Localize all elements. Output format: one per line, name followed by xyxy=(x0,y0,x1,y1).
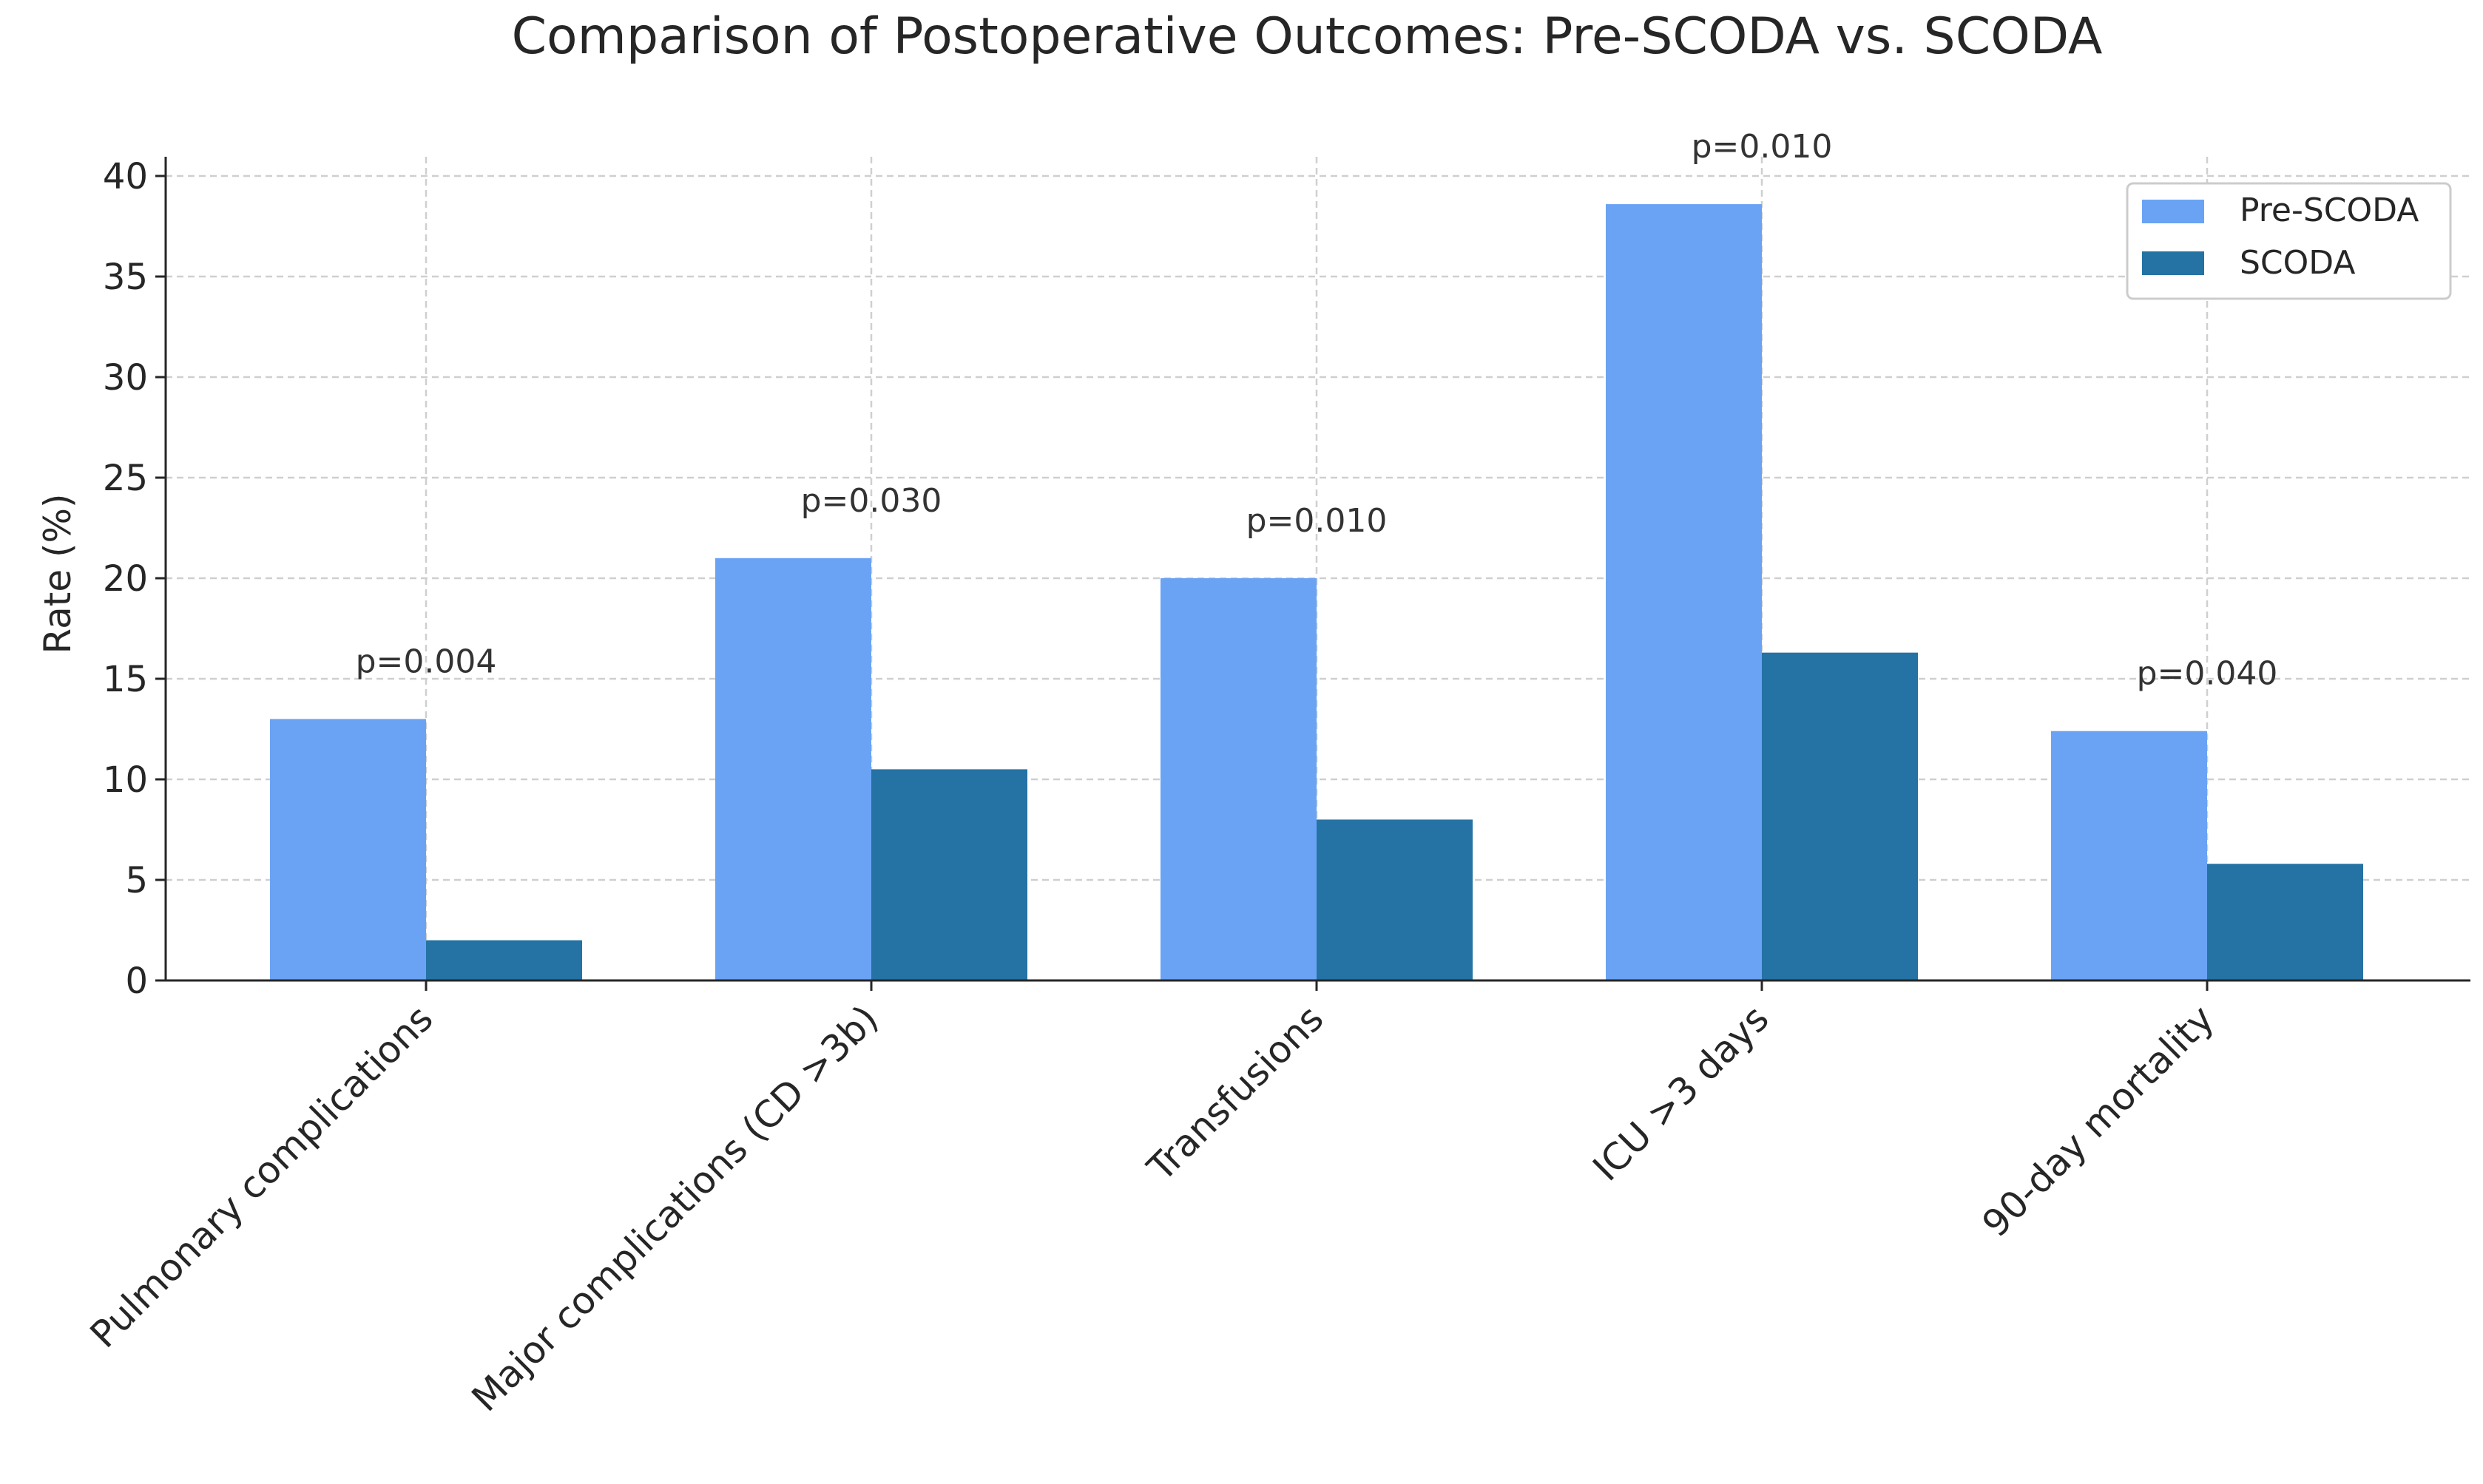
bar-pre-scoda xyxy=(715,558,871,980)
p-value-label: p=0.030 xyxy=(801,482,942,520)
bar-scoda xyxy=(426,940,582,980)
chart-title: Comparison of Postoperative Outcomes: Pr… xyxy=(512,7,2103,66)
x-tick-label: Major complications (CD >3b) xyxy=(464,997,887,1420)
legend-label-pre-scoda: Pre-SCODA xyxy=(2240,192,2419,229)
y-tick-label: 0 xyxy=(125,960,148,1002)
x-tick-label: Transfusions xyxy=(1139,997,1332,1190)
y-tick-label: 25 xyxy=(103,458,148,499)
bar-pre-scoda xyxy=(1161,578,1317,980)
p-value-label: p=0.010 xyxy=(1692,128,1833,166)
bar-pre-scoda xyxy=(270,719,426,980)
p-value-label: p=0.004 xyxy=(356,643,497,680)
y-tick-label: 30 xyxy=(103,357,148,399)
axes xyxy=(164,157,2470,982)
y-axis-ticks: 0 5 10 15 20 25 30 35 40 xyxy=(103,156,166,1002)
legend-swatch-pre-scoda xyxy=(2142,200,2204,223)
x-tick-label: Pulmonary complications xyxy=(82,997,442,1356)
x-tick-label: ICU >3 days xyxy=(1584,997,1777,1189)
legend-frame xyxy=(2126,182,2452,300)
y-tick-label: 20 xyxy=(103,558,148,600)
bar-pre-scoda xyxy=(2051,731,2207,980)
legend: Pre-SCODA SCODA xyxy=(2126,182,2452,300)
p-value-label: p=0.010 xyxy=(1246,502,1388,540)
p-value-label: p=0.040 xyxy=(2137,655,2278,693)
y-tick-label: 15 xyxy=(103,659,148,700)
p-value-annotations: p=0.004 p=0.030 p=0.010 p=0.010 p=0.040 xyxy=(356,128,2278,693)
x-tick-label: 90-day mortality xyxy=(1974,997,2223,1245)
y-tick-label: 35 xyxy=(103,257,148,298)
bar-scoda xyxy=(2207,864,2363,980)
y-tick-label: 40 xyxy=(103,156,148,197)
bar-scoda xyxy=(1317,819,1473,980)
legend-swatch-scoda xyxy=(2142,251,2204,275)
bars xyxy=(270,204,2363,981)
legend-label-scoda: SCODA xyxy=(2240,244,2356,282)
bar-pre-scoda xyxy=(1606,204,1762,981)
bar-scoda xyxy=(871,769,1027,980)
x-axis-ticks: Pulmonary complications Major complicatio… xyxy=(82,980,2223,1420)
y-axis-label: Rate (%) xyxy=(36,493,79,654)
y-tick-label: 10 xyxy=(103,759,148,801)
bar-scoda xyxy=(1762,652,1918,980)
y-tick-label: 5 xyxy=(125,860,148,901)
